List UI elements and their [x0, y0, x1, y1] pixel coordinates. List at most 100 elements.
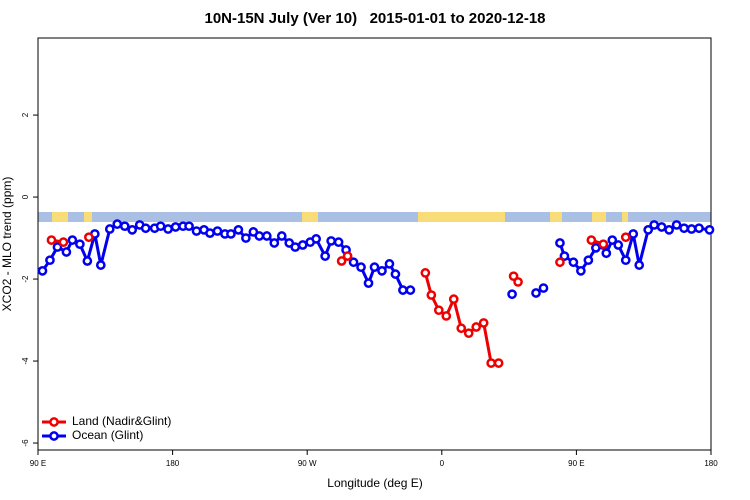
- point: [191, 226, 202, 236]
- legend-marker: [49, 417, 59, 427]
- point: [205, 228, 215, 238]
- point: [170, 222, 181, 232]
- point: [456, 323, 467, 334]
- point: [311, 234, 322, 244]
- point: [75, 239, 85, 250]
- point: [140, 223, 151, 234]
- point: [163, 224, 173, 234]
- point: [384, 259, 395, 269]
- point: [493, 358, 504, 368]
- x-tick-label: 0: [440, 459, 445, 468]
- point: [226, 229, 236, 239]
- point: [538, 283, 549, 293]
- land-ocean-strip: [38, 212, 711, 222]
- plot-frame: [37, 37, 712, 451]
- point: [112, 219, 123, 229]
- point: [95, 260, 106, 270]
- point: [590, 243, 601, 253]
- point: [348, 257, 359, 268]
- point: [377, 266, 387, 276]
- point: [704, 225, 715, 235]
- point: [583, 255, 594, 266]
- point: [694, 223, 704, 234]
- land-patch: [84, 212, 92, 222]
- x-tick-label: 180: [166, 459, 180, 468]
- point: [46, 235, 57, 245]
- point: [531, 288, 541, 298]
- point: [119, 221, 130, 232]
- point: [333, 237, 344, 248]
- y-tick-label: -2: [21, 275, 30, 283]
- point: [155, 221, 166, 232]
- y-tick-label: 2: [21, 112, 30, 117]
- point: [486, 358, 497, 368]
- land-patch: [302, 212, 318, 222]
- point: [297, 240, 308, 250]
- point: [61, 247, 72, 257]
- point: [664, 225, 674, 235]
- point: [369, 262, 380, 273]
- point: [269, 238, 280, 248]
- point: [326, 236, 336, 246]
- x-tick-label: 90 E: [568, 459, 584, 468]
- land-patch: [550, 212, 562, 222]
- point: [679, 223, 689, 234]
- y-tick-label: 0: [21, 194, 30, 199]
- point: [649, 220, 660, 230]
- point: [555, 238, 565, 248]
- legend-marker: [49, 431, 59, 441]
- point: [342, 251, 353, 261]
- ocean-band: [38, 212, 711, 222]
- point: [336, 256, 347, 266]
- point: [559, 251, 570, 261]
- point: [620, 255, 631, 266]
- point: [233, 225, 244, 235]
- point: [576, 266, 586, 276]
- x-tick-label: 180: [704, 459, 718, 468]
- land-patch: [418, 212, 505, 222]
- point: [261, 231, 272, 241]
- land-patch: [52, 212, 68, 222]
- point: [586, 235, 597, 245]
- point: [598, 239, 609, 250]
- point: [607, 235, 618, 245]
- y-axis-label: XCO2 - MLO trend (ppm): [0, 177, 14, 312]
- point: [613, 240, 624, 250]
- point: [601, 248, 612, 259]
- point: [433, 305, 444, 316]
- legend-label: Ocean (Glint): [72, 428, 143, 442]
- point: [405, 285, 416, 295]
- x-tick-label: 90 W: [298, 459, 317, 468]
- x-tick-label: 90 E: [30, 459, 46, 468]
- point: [82, 256, 93, 266]
- point: [478, 318, 489, 328]
- point: [52, 242, 63, 252]
- point: [513, 277, 523, 287]
- chart-title: 10N-15N July (Ver 10) 2015-01-01 to 2020…: [204, 10, 545, 27]
- point: [67, 235, 78, 245]
- point: [620, 232, 631, 243]
- point: [184, 221, 194, 232]
- point: [555, 257, 565, 268]
- point: [507, 289, 517, 300]
- point: [448, 294, 459, 304]
- point: [254, 231, 265, 241]
- point: [471, 322, 482, 332]
- point: [420, 268, 431, 278]
- x-axis-label: Longitude (deg E): [327, 476, 422, 490]
- point: [104, 224, 115, 234]
- series-line: [51, 237, 625, 363]
- point: [390, 269, 401, 279]
- point: [320, 251, 330, 261]
- point: [356, 262, 366, 273]
- y-tick-label: -6: [21, 439, 30, 447]
- point: [628, 229, 639, 239]
- point: [671, 220, 682, 230]
- point: [568, 257, 579, 268]
- point: [290, 242, 301, 252]
- point: [212, 226, 223, 236]
- point: [83, 232, 94, 243]
- point: [426, 290, 437, 300]
- point: [37, 266, 48, 276]
